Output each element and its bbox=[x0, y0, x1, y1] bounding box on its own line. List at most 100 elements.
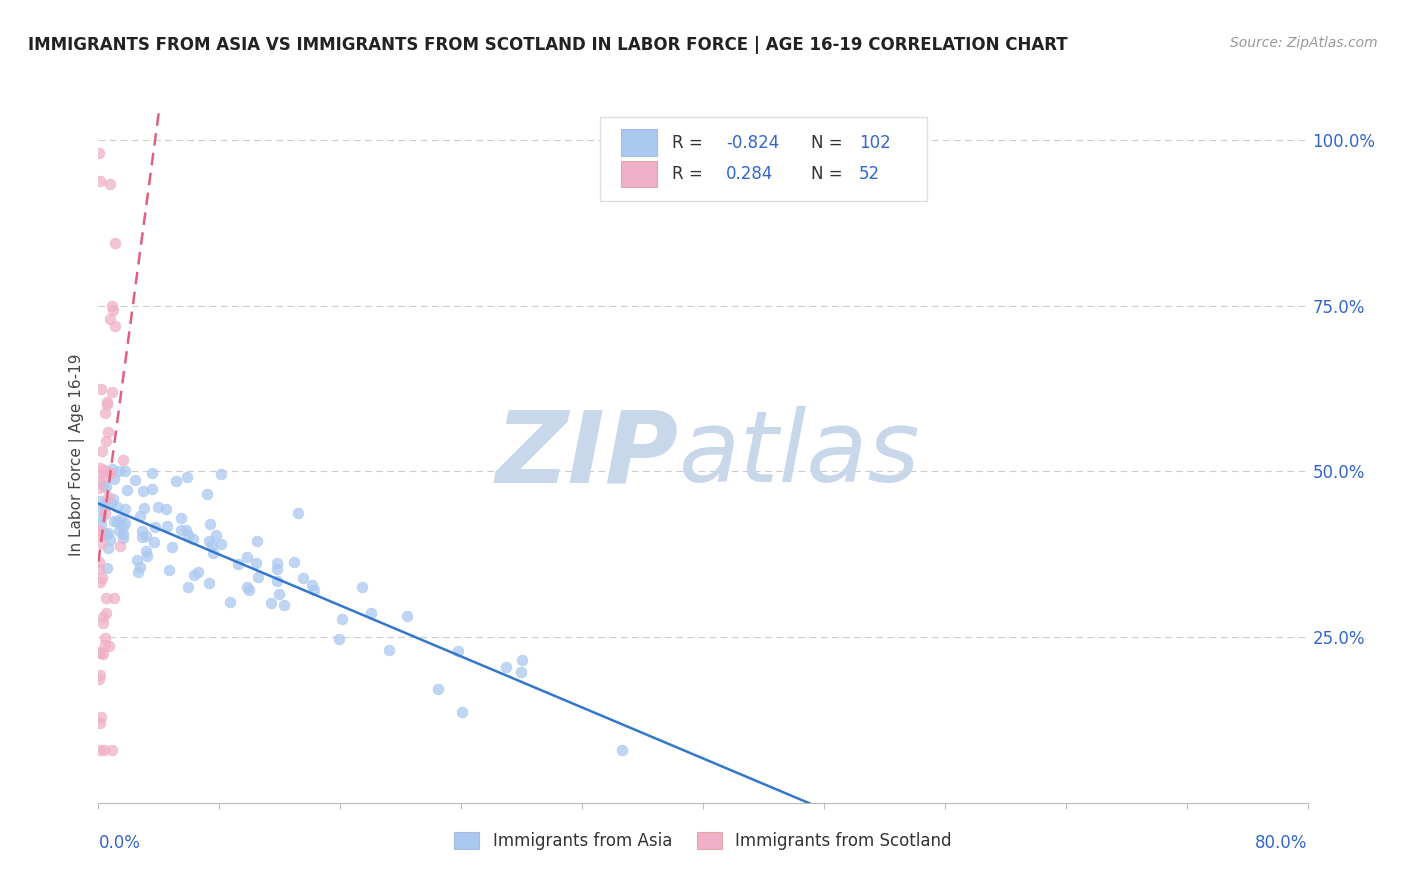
Point bbox=[91, 478, 114, 492]
Point bbox=[301, 578, 323, 592]
Point bbox=[96, 591, 118, 605]
Point bbox=[117, 483, 139, 497]
Point bbox=[91, 510, 114, 524]
Point bbox=[426, 681, 449, 696]
Point bbox=[218, 595, 240, 609]
Point bbox=[127, 565, 149, 579]
Point bbox=[103, 302, 125, 317]
Point bbox=[260, 596, 283, 610]
Point bbox=[330, 612, 353, 626]
Point bbox=[98, 533, 121, 547]
Point bbox=[103, 591, 125, 606]
Point bbox=[104, 318, 127, 333]
Point bbox=[97, 525, 120, 540]
Point bbox=[132, 483, 155, 498]
Legend: Immigrants from Asia, Immigrants from Scotland: Immigrants from Asia, Immigrants from Sc… bbox=[447, 826, 959, 857]
Point bbox=[89, 668, 111, 682]
Point bbox=[105, 500, 128, 514]
Point bbox=[108, 464, 131, 478]
Point bbox=[143, 520, 166, 534]
Point bbox=[114, 502, 136, 516]
Point bbox=[238, 582, 260, 597]
Point bbox=[141, 466, 163, 480]
Point bbox=[114, 516, 136, 530]
Point bbox=[93, 743, 115, 757]
Point bbox=[201, 546, 224, 560]
Point bbox=[91, 571, 114, 585]
Point bbox=[90, 646, 112, 660]
Point bbox=[266, 556, 288, 570]
FancyBboxPatch shape bbox=[621, 129, 657, 156]
Text: N =: N = bbox=[811, 165, 848, 183]
Text: 102: 102 bbox=[859, 134, 891, 152]
Point bbox=[124, 473, 146, 487]
Point bbox=[101, 299, 124, 313]
Point bbox=[110, 539, 132, 553]
Text: Source: ZipAtlas.com: Source: ZipAtlas.com bbox=[1230, 36, 1378, 50]
Text: R =: R = bbox=[672, 134, 707, 152]
Point bbox=[141, 483, 163, 497]
Point bbox=[160, 540, 183, 554]
Point bbox=[236, 549, 259, 564]
Point bbox=[89, 493, 111, 508]
Point bbox=[104, 235, 127, 250]
Point bbox=[112, 527, 135, 541]
Point bbox=[94, 638, 117, 652]
Point bbox=[97, 639, 120, 653]
Point bbox=[93, 615, 115, 630]
FancyBboxPatch shape bbox=[621, 161, 657, 187]
Point bbox=[205, 527, 228, 541]
Point bbox=[245, 534, 267, 549]
Point bbox=[93, 631, 115, 645]
Point bbox=[87, 528, 110, 542]
Point bbox=[97, 425, 120, 440]
Point bbox=[110, 511, 132, 525]
Point bbox=[200, 538, 222, 552]
Y-axis label: In Labor Force | Age 16-19: In Labor Force | Age 16-19 bbox=[69, 353, 86, 557]
Text: N =: N = bbox=[811, 134, 848, 152]
Point bbox=[187, 565, 209, 579]
Point bbox=[142, 535, 165, 549]
Point bbox=[91, 647, 114, 661]
Point bbox=[129, 509, 152, 524]
Point bbox=[97, 490, 120, 504]
Point bbox=[94, 527, 117, 541]
Text: atlas: atlas bbox=[679, 407, 921, 503]
Point bbox=[155, 502, 177, 516]
Point bbox=[246, 570, 269, 584]
Point bbox=[101, 385, 124, 400]
Point bbox=[96, 397, 118, 411]
Point bbox=[183, 568, 205, 582]
FancyBboxPatch shape bbox=[600, 118, 927, 201]
Point bbox=[105, 515, 128, 529]
Point bbox=[90, 535, 112, 549]
Point bbox=[125, 552, 148, 566]
Point bbox=[174, 523, 197, 537]
Point bbox=[108, 524, 131, 538]
Point bbox=[98, 466, 121, 480]
Point bbox=[98, 178, 121, 192]
Point bbox=[136, 549, 159, 563]
Point bbox=[177, 580, 200, 594]
Point bbox=[100, 311, 122, 326]
Point bbox=[377, 643, 399, 657]
Point bbox=[87, 473, 110, 487]
Point bbox=[131, 524, 153, 538]
Point bbox=[509, 665, 531, 679]
Point bbox=[91, 610, 114, 624]
Point bbox=[360, 607, 382, 621]
Text: 0.0%: 0.0% bbox=[98, 834, 141, 852]
Point bbox=[395, 608, 418, 623]
Point bbox=[87, 561, 110, 575]
Point bbox=[100, 496, 122, 510]
Point bbox=[283, 555, 305, 569]
Point bbox=[156, 518, 179, 533]
Point bbox=[267, 587, 290, 601]
Point bbox=[97, 541, 120, 556]
Point bbox=[495, 660, 517, 674]
Point bbox=[96, 395, 118, 409]
Point bbox=[94, 434, 117, 448]
Point bbox=[93, 498, 115, 512]
Text: IMMIGRANTS FROM ASIA VS IMMIGRANTS FROM SCOTLAND IN LABOR FORCE | AGE 16-19 CORR: IMMIGRANTS FROM ASIA VS IMMIGRANTS FROM … bbox=[28, 36, 1067, 54]
Point bbox=[195, 487, 218, 501]
